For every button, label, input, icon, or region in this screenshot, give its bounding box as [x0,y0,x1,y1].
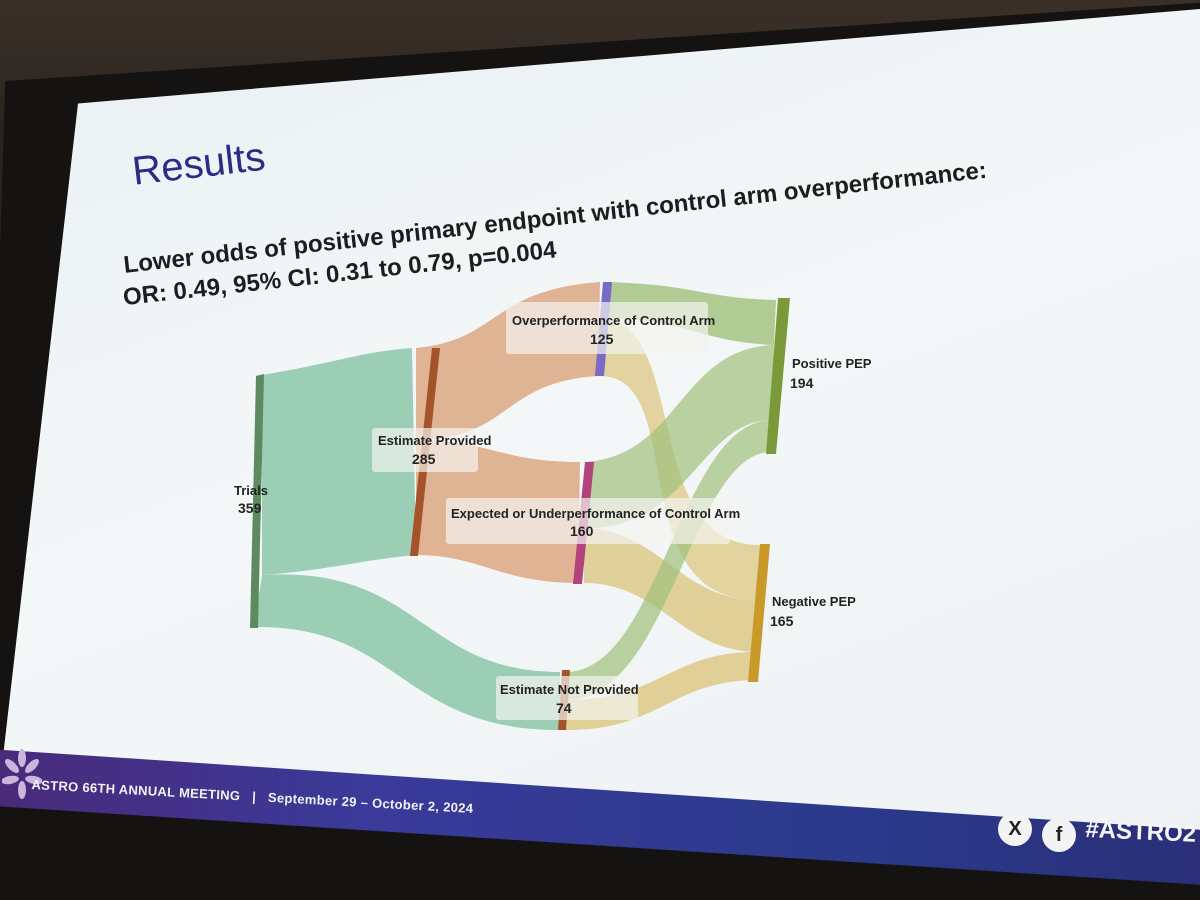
label-estimate-provided-name: Estimate Provided [378,433,491,448]
label-expected-value: 160 [570,523,594,539]
astro-logo-icon [2,749,42,799]
x-social-icon: X [998,812,1032,846]
label-positive-name: Positive PEP [792,356,872,371]
node-bar-trials [250,374,264,628]
label-negative-value: 165 [770,613,794,629]
label-overperformance-name: Overperformance of Control Arm [512,313,715,328]
label-overperformance-value: 125 [590,331,614,347]
footer-separator: | [251,788,257,805]
link-not-provided-positive [566,420,772,700]
node-label-overperformance: Overperformance of Control Arm 125 [506,302,715,354]
node-label-trials: Trials 359 [234,483,268,516]
node-label-estimate-not-provided: Estimate Not Provided 74 [496,676,639,720]
label-trials-name: Trials [234,483,268,498]
label-not-provided-value: 74 [556,700,572,716]
label-negative-name: Negative PEP [772,594,856,609]
node-label-negative-pep: Negative PEP 165 [770,594,856,629]
facebook-icon: f [1042,818,1076,852]
sankey-labels: Trials 359 Estimate Provided 285 Overper… [234,302,872,720]
node-bar-positive-pep [766,298,790,454]
label-trials-value: 359 [238,500,262,516]
link-trials-estimate-provided [262,348,416,575]
label-expected-name: Expected or Underperformance of Control … [451,506,740,521]
node-label-positive-pep: Positive PEP 194 [790,356,872,391]
node-label-expected: Expected or Underperformance of Control … [446,498,740,544]
node-label-estimate-provided: Estimate Provided 285 [372,428,491,472]
node-bar-negative-pep [748,544,770,682]
label-estimate-provided-value: 285 [412,451,436,467]
link-expected-positive [584,345,774,529]
link-overperformance-negative [600,318,760,600]
label-positive-value: 194 [790,375,814,391]
link-trials-estimate-not-provided [254,574,560,730]
footer-hashtag: #ASTRO2 [1084,816,1197,848]
label-not-provided-name: Estimate Not Provided [500,682,639,697]
